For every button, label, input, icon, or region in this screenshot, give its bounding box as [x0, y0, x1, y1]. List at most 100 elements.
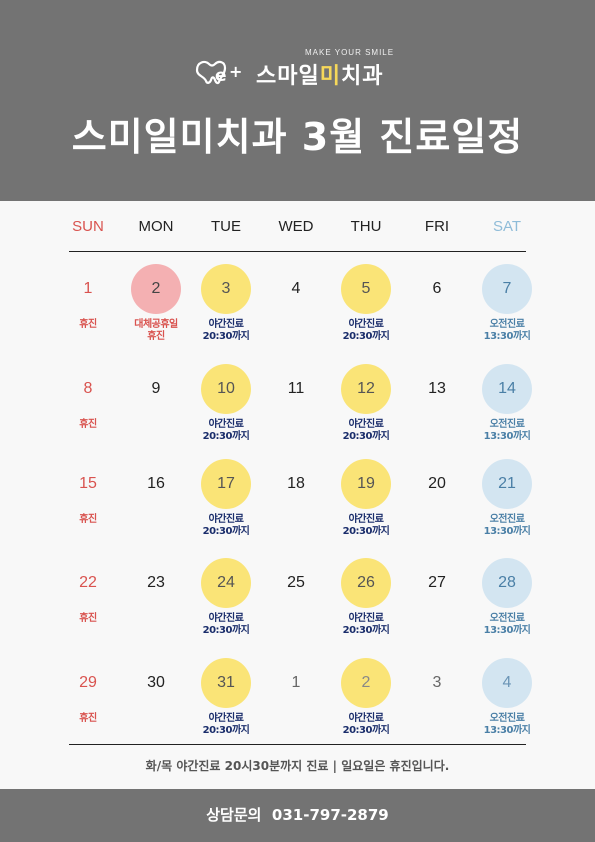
weekday-header-sat: SAT: [492, 218, 522, 235]
day-note: 야간진료 20:30까지: [202, 613, 250, 636]
day-number: 4: [482, 658, 532, 708]
day-note: 휴진: [79, 419, 97, 430]
calendar-day-cell: 18: [261, 459, 331, 551]
day-note: 야간진료 20:30까지: [202, 713, 250, 736]
calendar-day-cell: 29 휴진: [53, 658, 123, 750]
day-number: 25: [287, 574, 305, 591]
header-divider: [69, 251, 526, 252]
day-number: 20: [428, 475, 446, 492]
page-title: 스미일미치과 3월 진료일정: [71, 115, 524, 159]
day-number: 2: [341, 658, 391, 708]
day-number: 4: [291, 280, 301, 297]
weekday-header-mon: MON: [138, 218, 174, 235]
calendar-day-cell: 7 오전진료 13:30까지: [472, 264, 542, 356]
tooth-logo-icon: e +: [195, 60, 242, 86]
day-number: 6: [432, 280, 442, 297]
day-number: 17: [201, 459, 251, 509]
day-note: 휴진: [79, 319, 97, 330]
day-number: 2: [131, 264, 181, 314]
day-number: 10: [201, 364, 251, 414]
calendar-day-cell: 4 오전진료 13:30까지: [472, 658, 542, 750]
contact-phone[interactable]: 031-797-2879: [271, 806, 389, 824]
calendar-day-cell: 13: [402, 364, 472, 456]
calendar-day-cell: 10 야간진료 20:30까지: [191, 364, 261, 456]
calendar-day-cell: 21 오전진료 13:30까지: [472, 459, 542, 551]
weekday-header-thu: THU: [350, 218, 382, 235]
day-number: 14: [482, 364, 532, 414]
calendar-day-cell: 14 오전진료 13:30까지: [472, 364, 542, 456]
calendar-day-cell: 16: [121, 459, 191, 551]
footer-contact-bar: 상담문의 031-797-2879: [0, 789, 595, 842]
calendar-day-cell: 23: [121, 558, 191, 650]
schedule-calendar: SUN MON TUE WED THU FRI SAT 1 휴진 2 대체공휴일 휴진 3 야간진료 2…: [0, 201, 595, 789]
day-note: 오전진료 13:30까지: [483, 514, 531, 537]
day-note: 휴진: [79, 713, 97, 724]
calendar-day-cell: 24 야간진료 20:30까지: [191, 558, 261, 650]
day-number: 1: [83, 280, 93, 297]
contact-label: 상담문의: [206, 806, 262, 824]
day-note: 야간진료 20:30까지: [342, 419, 390, 442]
calendar-day-cell: 30: [121, 658, 191, 750]
day-number: 27: [428, 574, 446, 591]
calendar-day-cell: 25: [261, 558, 331, 650]
calendar-day-cell: 3: [402, 658, 472, 750]
calendar-day-cell: 2 대체공휴일 휴진: [121, 264, 191, 356]
day-number: 23: [147, 574, 165, 591]
weekday-header-sun: SUN: [72, 218, 104, 235]
weekday-header-wed: WED: [278, 218, 314, 235]
day-number: 28: [482, 558, 532, 608]
day-number: 26: [341, 558, 391, 608]
day-number: 1: [291, 674, 301, 691]
calendar-day-cell: 11: [261, 364, 331, 456]
calendar-day-cell: 8 휴진: [53, 364, 123, 456]
calendar-day-cell: 6: [402, 264, 472, 356]
day-note: 오전진료 13:30까지: [483, 613, 531, 636]
day-note: 휴진: [79, 613, 97, 624]
svg-text:+: +: [229, 62, 242, 81]
day-note: 야간진료 20:30까지: [342, 319, 390, 342]
day-note: 오전진료 13:30까지: [483, 713, 531, 736]
clinic-logo: MAKE YOUR SMILE e + 스마일미치과: [0, 48, 595, 90]
calendar-day-cell: 2 야간진료 20:30까지: [331, 658, 401, 750]
logo-wordmark: 스마일미치과: [256, 58, 383, 90]
day-number: 16: [147, 475, 165, 492]
calendar-day-cell: 19 야간진료 20:30까지: [331, 459, 401, 551]
calendar-day-cell: 17 야간진료 20:30까지: [191, 459, 261, 551]
calendar-day-cell: 26 야간진료 20:30까지: [331, 558, 401, 650]
header-banner: MAKE YOUR SMILE e + 스마일미치과 스미일미치과 3월 진료일…: [0, 0, 595, 201]
calendar-day-cell: 9: [121, 364, 191, 456]
day-number: 19: [341, 459, 391, 509]
day-number: 21: [482, 459, 532, 509]
logo-name-pre: 스마일: [256, 64, 320, 89]
day-number: 5: [341, 264, 391, 314]
day-number: 24: [201, 558, 251, 608]
calendar-day-cell: 3 야간진료 20:30까지: [191, 264, 261, 356]
day-number: 15: [79, 475, 97, 492]
day-number: 29: [79, 674, 97, 691]
calendar-day-cell: 4: [261, 264, 331, 356]
calendar-day-cell: 12 야간진료 20:30까지: [331, 364, 401, 456]
day-number: 9: [151, 380, 161, 397]
day-number: 12: [341, 364, 391, 414]
calendar-day-cell: 1 휴진: [53, 264, 123, 356]
logo-name-accent: 미: [319, 64, 341, 89]
day-note: 야간진료 20:30까지: [342, 713, 390, 736]
day-number: 22: [79, 574, 97, 591]
day-note: 야간진료 20:30까지: [202, 514, 250, 537]
day-number: 18: [287, 475, 305, 492]
calendar-day-cell: 27: [402, 558, 472, 650]
day-note: 야간진료 20:30까지: [342, 613, 390, 636]
day-number: 3: [432, 674, 442, 691]
calendar-day-cell: 28 오전진료 13:30까지: [472, 558, 542, 650]
calendar-day-cell: 5 야간진료 20:30까지: [331, 264, 401, 356]
day-number: 30: [147, 674, 165, 691]
day-number: 3: [201, 264, 251, 314]
day-note: 오전진료 13:30까지: [483, 319, 531, 342]
day-number: 7: [482, 264, 532, 314]
day-number: 13: [428, 380, 446, 397]
logo-tagline: MAKE YOUR SMILE: [305, 48, 395, 57]
day-note: 야간진료 20:30까지: [202, 319, 250, 342]
day-note: 야간진료 20:30까지: [202, 419, 250, 442]
footer-divider: [69, 744, 526, 745]
day-note: 오전진료 13:30까지: [483, 419, 531, 442]
